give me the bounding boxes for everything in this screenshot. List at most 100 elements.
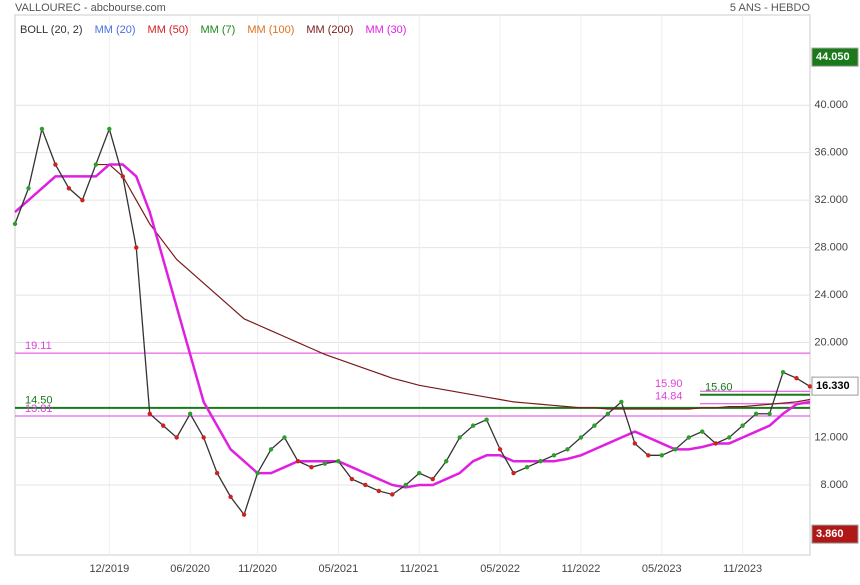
price-point xyxy=(107,126,112,132)
badge-label: 3.860 xyxy=(816,528,844,540)
price-point xyxy=(349,476,355,482)
x-tick-label: 12/2019 xyxy=(89,563,129,575)
price-point xyxy=(80,197,85,203)
price-point xyxy=(578,435,584,440)
price-point xyxy=(228,494,233,500)
price-point xyxy=(376,488,382,494)
price-point xyxy=(686,435,691,440)
price-point xyxy=(713,441,718,446)
price-point xyxy=(511,470,516,476)
price-point xyxy=(187,411,193,416)
price-point xyxy=(753,411,759,416)
price-point xyxy=(726,435,732,440)
y-tick-label: 24.000 xyxy=(814,289,848,301)
price-point xyxy=(417,470,422,476)
price-point xyxy=(497,447,503,452)
y-tick-label: 12.000 xyxy=(814,431,848,443)
price-point xyxy=(673,447,678,452)
legend-entry: MM (30) xyxy=(365,24,406,36)
price-point xyxy=(619,399,624,405)
x-tick-label: 11/2021 xyxy=(400,563,439,575)
ma-line xyxy=(95,163,811,410)
x-tick-label: 11/2020 xyxy=(238,563,277,575)
price-point xyxy=(174,435,179,440)
price-point xyxy=(120,174,125,179)
price-point xyxy=(309,464,314,470)
price-point xyxy=(403,482,408,488)
level-label: 19.11 xyxy=(25,340,52,352)
price-point xyxy=(255,470,260,476)
badge-label: 16.330 xyxy=(816,380,850,392)
legend-entry: MM (20) xyxy=(95,24,136,36)
ma-line xyxy=(14,163,811,489)
legend-entry: MM (50) xyxy=(148,24,189,36)
price-point xyxy=(484,417,489,422)
level-label: 14.84 xyxy=(655,391,683,403)
badge-label: 44.050 xyxy=(816,51,850,63)
x-tick-label: 05/2021 xyxy=(319,563,359,575)
price-point xyxy=(214,470,220,476)
price-point xyxy=(780,370,786,375)
price-point xyxy=(538,459,543,464)
price-point xyxy=(659,453,664,458)
price-point xyxy=(241,512,247,517)
price-badge xyxy=(811,524,859,544)
price-point xyxy=(592,423,597,428)
price-point xyxy=(93,162,99,167)
price-point xyxy=(363,482,368,488)
x-tick-label: 05/2023 xyxy=(642,563,682,575)
price-point xyxy=(295,459,301,464)
price-point xyxy=(767,411,772,416)
level-label: 15.90 xyxy=(655,378,683,390)
price-point xyxy=(66,186,72,191)
price-point xyxy=(740,423,745,428)
price-point xyxy=(282,435,287,440)
x-tick-label: 06/2020 xyxy=(170,563,210,575)
level-label: 13.81 xyxy=(25,403,53,415)
price-point xyxy=(470,423,476,428)
price-point xyxy=(26,186,31,191)
price-point xyxy=(646,453,651,458)
price-point xyxy=(807,384,813,389)
price-point xyxy=(605,411,611,416)
price-point xyxy=(551,453,557,458)
price-point xyxy=(268,447,274,452)
legend-entry: MM (100) xyxy=(247,24,294,36)
price-badge xyxy=(811,376,859,396)
plot-frame xyxy=(14,14,811,556)
price-point xyxy=(147,411,152,416)
price-point xyxy=(632,441,638,446)
y-tick-label: 28.000 xyxy=(814,242,848,254)
price-point xyxy=(794,375,799,381)
price-point xyxy=(565,447,570,452)
price-point xyxy=(700,429,705,434)
price-point xyxy=(336,459,341,464)
legend-entry: MM (200) xyxy=(306,24,353,36)
price-point xyxy=(457,435,462,440)
price-point xyxy=(524,464,530,470)
price-point xyxy=(12,221,18,227)
y-tick-label: 8.000 xyxy=(820,479,848,491)
x-tick-label: 11/2023 xyxy=(723,563,762,575)
price-badge xyxy=(811,47,859,67)
x-tick-label: 11/2022 xyxy=(561,563,600,575)
price-point xyxy=(161,423,166,428)
legend-entry: BOLL (20, 2) xyxy=(20,24,83,36)
chart-title: VALLOUREC - abcbourse.com xyxy=(15,2,166,14)
y-tick-label: 32.000 xyxy=(814,194,848,206)
price-point xyxy=(39,126,45,132)
price-line xyxy=(14,126,811,517)
level-label: 14.50 xyxy=(25,395,53,407)
x-tick-label: 05/2022 xyxy=(480,563,520,575)
y-tick-label: 20.000 xyxy=(814,336,848,348)
y-tick-label: 40.000 xyxy=(814,99,848,111)
price-point xyxy=(430,476,435,482)
price-point xyxy=(53,162,58,167)
price-point xyxy=(201,435,206,440)
price-point xyxy=(443,459,449,464)
legend-entry: MM (7) xyxy=(200,24,235,36)
price-point xyxy=(134,245,139,250)
chart-subtitle: 5 ANS - HEBDO xyxy=(730,2,811,14)
y-tick-label: 36.000 xyxy=(814,147,848,159)
